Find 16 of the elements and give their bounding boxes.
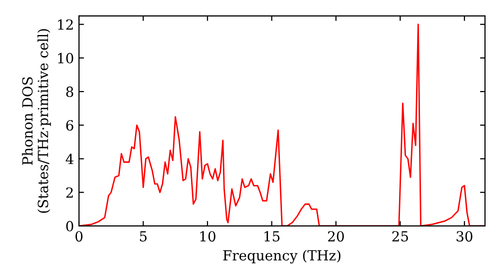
y-tick-label: 10	[58, 52, 74, 64]
y-tick-label: 2	[66, 187, 73, 198]
y-axis-title: Phonon DOS (States/THz·primitive cell)	[22, 29, 51, 213]
y-tick-label: 4	[66, 154, 74, 164]
y-tick-label: 8	[66, 86, 74, 98]
x-tick-label: 25	[392, 231, 408, 242]
x-tick-label: 0	[75, 231, 82, 242]
y-tick-label: 6	[66, 120, 74, 131]
y-tick-label: 0	[66, 220, 74, 232]
x-tick-label: 5	[140, 231, 147, 242]
x-tick-label: 20	[328, 231, 344, 242]
x-tick-label: 15	[264, 231, 280, 242]
y-tick-label: 12	[58, 19, 73, 30]
x-axis-title: Frequency (THz)	[223, 250, 340, 264]
x-tick-label: 30	[456, 231, 472, 242]
x-tick-label: 10	[200, 231, 216, 242]
